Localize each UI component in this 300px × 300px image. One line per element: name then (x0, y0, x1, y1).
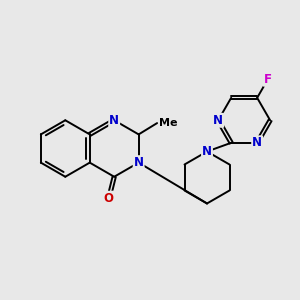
Text: N: N (109, 114, 119, 127)
Text: Me: Me (159, 118, 177, 128)
Text: N: N (213, 114, 223, 127)
Text: N: N (134, 156, 144, 169)
Text: N: N (202, 145, 212, 158)
Text: F: F (264, 73, 272, 86)
Text: N: N (252, 136, 262, 149)
Text: O: O (104, 192, 114, 205)
